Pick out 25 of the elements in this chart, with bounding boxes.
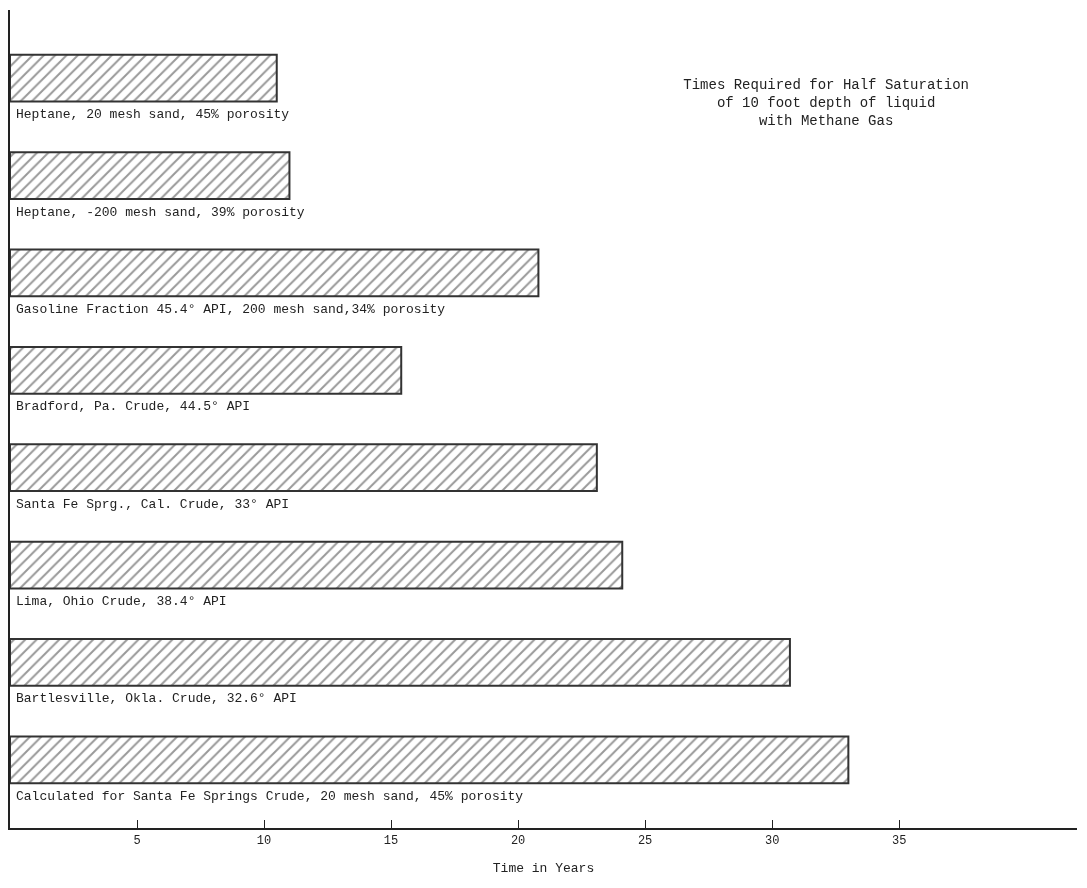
x-tick-label: 30 — [764, 834, 780, 849]
y-tick-label: Bartlesville, Okla. Crude, 32.6° API — [16, 691, 297, 706]
x-tick-label: 20 — [510, 834, 526, 849]
x-axis-title: Time in Years — [492, 860, 595, 876]
bar — [10, 443, 598, 493]
y-tick-label: Gasoline Fraction 45.4° API, 200 mesh sand,34% porosity — [16, 302, 446, 317]
x-tick-label: 35 — [891, 834, 907, 849]
bar — [10, 248, 540, 298]
x-tick-label: 5 — [133, 834, 141, 849]
bar — [10, 735, 850, 785]
y-tick-label: Bradford, Pa. Crude, 44.5° API — [16, 399, 251, 414]
x-tick-label: 15 — [383, 834, 399, 849]
x-tick-label: 25 — [637, 834, 653, 849]
x-tick-label: 10 — [256, 834, 272, 849]
y-tick-label: Santa Fe Sprg., Cal. Crude, 33° API — [16, 497, 290, 512]
bar — [10, 151, 291, 200]
y-tick-label: Calculated for Santa Fe Springs Crude, 20 mesh sand, 45% porosity — [16, 789, 524, 804]
y-tick-label: Heptane, 20 mesh sand, 45% porosity — [16, 107, 290, 122]
y-tick-label: Lima, Ohio Crude, 38.4° API — [16, 594, 227, 609]
bar — [10, 540, 624, 590]
bar — [10, 345, 403, 395]
text: Times Required for Half Saturation of 10 foot depth of liquid with Methane Gas — [683, 76, 969, 130]
bar — [10, 53, 278, 103]
bar — [10, 638, 791, 687]
y-tick-label: Heptane, -200 mesh sand, 39% porosity — [16, 205, 305, 220]
